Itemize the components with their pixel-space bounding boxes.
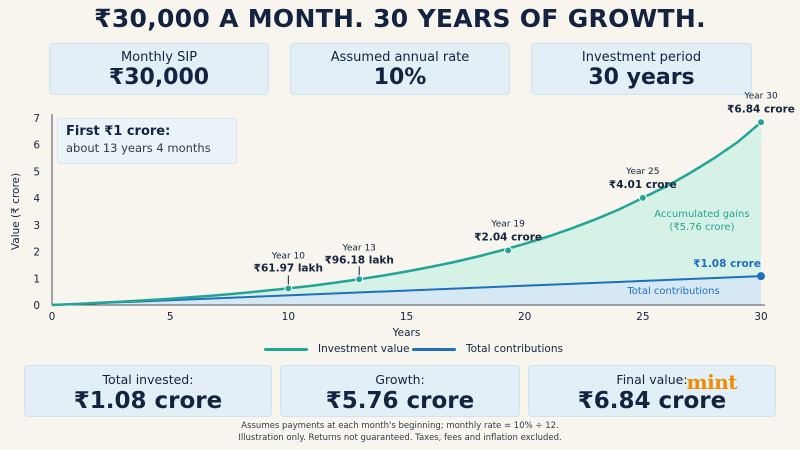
y-tick-label: 1	[33, 273, 40, 285]
first-crore-callout: First ₹1 crore: about 13 years 4 months	[57, 118, 237, 164]
y-tick-labels: 0 1 2 3 4 5 6 7	[33, 113, 40, 312]
annotation-year-label: Year 19	[490, 220, 525, 230]
gains-area	[52, 122, 761, 305]
contributions-end-label: ₹1.08 crore	[693, 258, 761, 270]
card-value: 10%	[373, 65, 427, 90]
footnote-disclaimer: Illustration only. Returns not guarantee…	[238, 433, 562, 443]
legend-contributions: Total contributions	[412, 343, 563, 355]
legend-label: Total contributions	[466, 343, 563, 355]
legend-swatch	[264, 347, 308, 351]
y-tick-label: 6	[33, 140, 40, 152]
total-invested-card: Total invested: ₹1.08 crore	[24, 365, 272, 417]
y-axis-label: Value (₹ crore)	[10, 173, 22, 250]
x-tick-label: 15	[400, 311, 413, 323]
x-tick-label: 30	[754, 311, 767, 323]
y-tick-label: 7	[33, 113, 40, 125]
callout-title: First ₹1 crore:	[66, 124, 171, 139]
growth-chart: 0 5 10 15 20 25 30 0 1 2 3 4 5 6 7 Years Value (₹ cro…	[10, 91, 795, 339]
annotation-markers: Year 10₹61.97 lakh Year 13₹96.18 lakh Year…	[254, 91, 795, 293]
x-tick-label: 10	[282, 311, 295, 323]
investment-period-card: Investment period 30 years	[531, 43, 752, 95]
mint-logo: mint	[686, 370, 737, 394]
gains-value-label: (₹5.76 crore)	[669, 222, 734, 233]
card-label: Investment period	[581, 50, 702, 65]
page-title: ₹30,000 A MONTH. 30 YEARS OF GROWTH.	[94, 4, 706, 33]
annotation-marker	[284, 284, 293, 293]
y-tick-label: 3	[33, 220, 40, 232]
annotation-marker	[504, 246, 513, 255]
card-label: Total invested:	[102, 372, 194, 387]
card-label: Final value:	[616, 372, 688, 387]
annotation-year-label: Year 13	[342, 243, 376, 253]
card-value: ₹1.08 crore	[73, 388, 223, 414]
contributions-line	[51, 275, 762, 306]
card-value: 30 years	[588, 65, 695, 90]
legend-investment: Investment value	[264, 343, 410, 355]
legend-label: Investment value	[318, 343, 410, 355]
annotation-marker	[638, 193, 647, 202]
x-tick-label: 20	[518, 311, 531, 323]
legend-swatch	[412, 347, 456, 351]
y-tick-label: 0	[33, 300, 40, 312]
annotation-year-label: Year 25	[625, 167, 659, 177]
card-label: Growth:	[375, 372, 425, 387]
x-tick-label: 5	[167, 311, 174, 323]
footnote-assumption: Assumes payments at each month's beginni…	[241, 421, 559, 431]
y-tick-label: 4	[33, 193, 40, 205]
gains-label: Accumulated gains	[654, 209, 749, 220]
callout-text: about 13 years 4 months	[66, 141, 211, 155]
contributions-area-label: Total contributions	[626, 286, 719, 297]
x-tick-labels: 0 5 10 15 20 25 30	[49, 311, 768, 323]
annotation-year-label: Year 30	[743, 91, 778, 101]
x-tick-label: 0	[49, 311, 56, 323]
annual-rate-card: Assumed annual rate 10%	[290, 43, 510, 95]
annotation-year-label: Year 10	[271, 251, 306, 261]
contributions-end-marker	[757, 272, 765, 281]
annotation-marker	[355, 275, 364, 284]
x-axis-label: Years	[392, 327, 421, 339]
annotation-value-label: ₹2.04 crore	[474, 232, 542, 244]
y-tick-label: 2	[33, 247, 40, 259]
card-value: ₹30,000	[108, 65, 210, 90]
x-tick-label: 25	[636, 311, 649, 323]
card-value: ₹5.76 crore	[325, 388, 475, 414]
card-label: Monthly SIP	[120, 50, 198, 65]
annotation-value-label: ₹4.01 crore	[609, 179, 677, 191]
contributions-area	[52, 276, 761, 305]
annotation-value-label: ₹96.18 lakh	[325, 254, 394, 266]
card-label: Assumed annual rate	[330, 50, 470, 65]
y-tick-label: 5	[33, 166, 40, 178]
final-value-card: Final value: ₹6.84 crore mint	[528, 365, 776, 417]
annotation-marker	[757, 118, 765, 127]
monthly-sip-card: Monthly SIP ₹30,000	[49, 43, 269, 95]
growth-card: Growth: ₹5.76 crore	[280, 365, 520, 417]
card-value: ₹6.84 crore	[577, 388, 727, 414]
annotation-value-label: ₹6.84 crore	[727, 103, 795, 115]
annotation-value-label: ₹61.97 lakh	[254, 262, 323, 274]
